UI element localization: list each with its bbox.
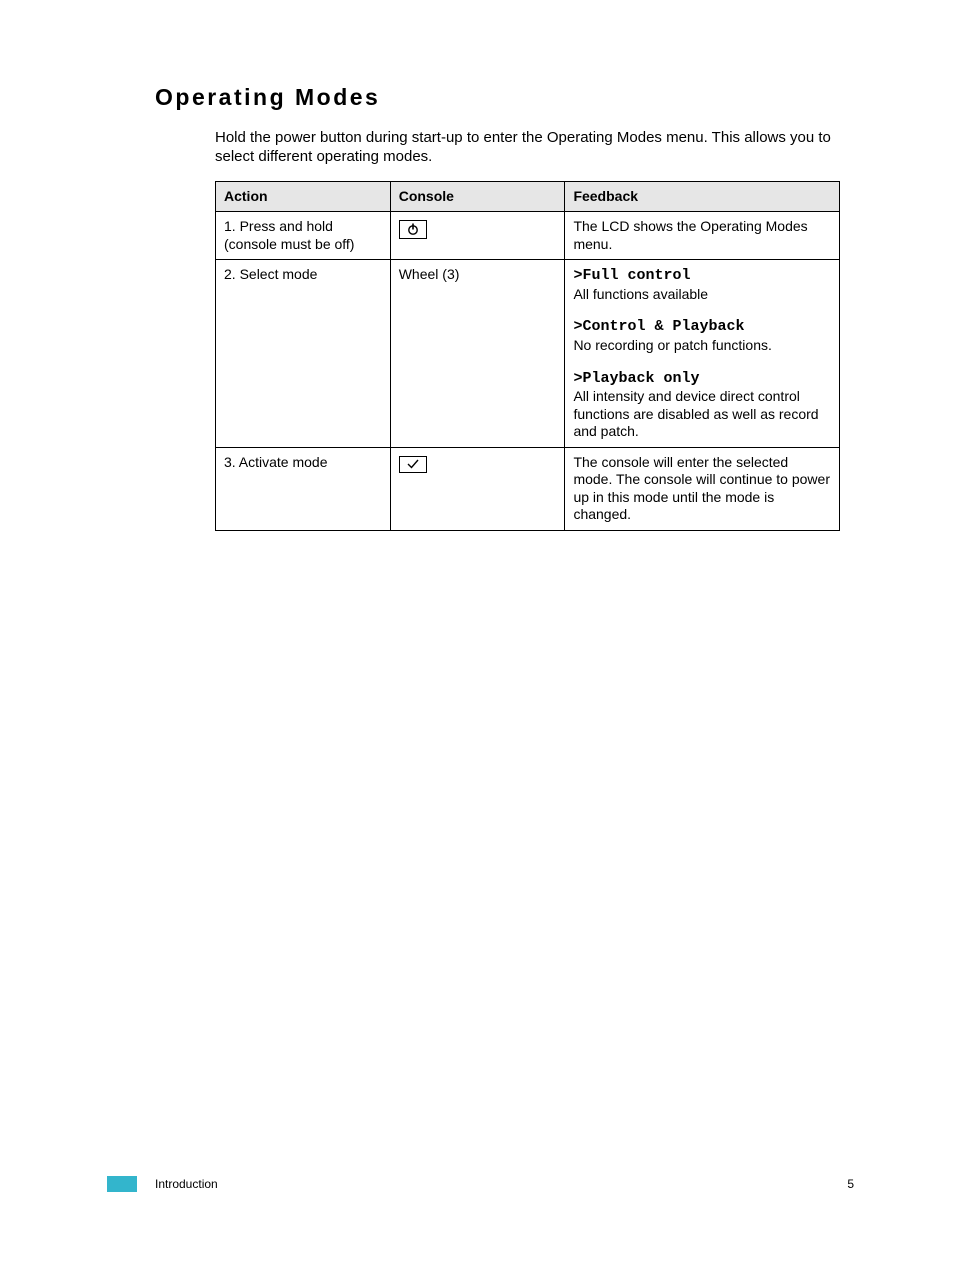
col-header-action: Action [216, 181, 391, 212]
table-row: 1. Press and hold (console must be off) … [216, 212, 840, 260]
mode-desc: All intensity and device direct control … [573, 388, 818, 439]
cell-console: Wheel (3) [390, 260, 565, 448]
footer-color-tab [107, 1176, 137, 1192]
cell-console [390, 447, 565, 530]
section-title: Operating Modes [155, 84, 854, 111]
mode-desc: All functions available [573, 286, 708, 302]
footer-section-name: Introduction [155, 1177, 218, 1191]
cell-feedback: >Full control All functions available >C… [565, 260, 840, 448]
table-row: 2. Select mode Wheel (3) >Full control A… [216, 260, 840, 448]
intro-paragraph: Hold the power button during start-up to… [215, 129, 854, 167]
cell-action: 2. Select mode [216, 260, 391, 448]
mode-option: >Control & Playback No recording or patc… [573, 317, 831, 354]
mode-option: >Full control All functions available [573, 266, 831, 303]
cell-action: 1. Press and hold (console must be off) [216, 212, 391, 260]
operating-modes-table: Action Console Feedback 1. Press and hol… [215, 181, 840, 531]
check-icon [399, 456, 427, 473]
page-footer: Introduction 5 [0, 1176, 954, 1196]
power-icon [399, 220, 427, 239]
col-header-feedback: Feedback [565, 181, 840, 212]
mode-desc: No recording or patch functions. [573, 337, 771, 353]
table-row: 3. Activate mode The console will enter … [216, 447, 840, 530]
mode-name: >Full control [573, 267, 690, 284]
col-header-console: Console [390, 181, 565, 212]
mode-name: >Playback only [573, 370, 699, 387]
page: Operating Modes Hold the power button du… [0, 0, 954, 1272]
cell-feedback: The console will enter the selected mode… [565, 447, 840, 530]
footer-page-number: 5 [847, 1177, 854, 1191]
table-header-row: Action Console Feedback [216, 181, 840, 212]
mode-name: >Control & Playback [573, 318, 744, 335]
mode-option: >Playback only All intensity and device … [573, 369, 831, 441]
cell-feedback: The LCD shows the Operating Modes menu. [565, 212, 840, 260]
cell-action: 3. Activate mode [216, 447, 391, 530]
cell-console [390, 212, 565, 260]
